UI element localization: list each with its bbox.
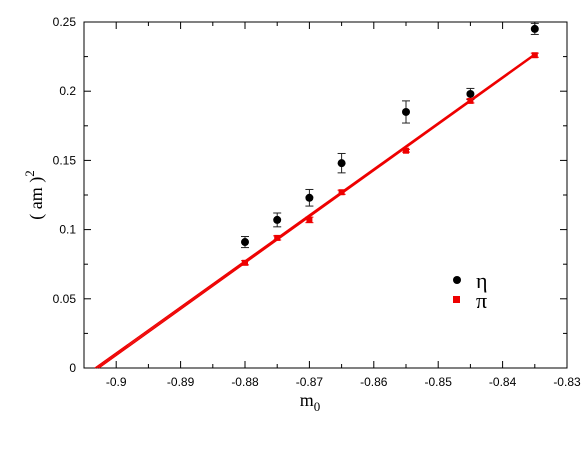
axis-ticks: -0.9 -0.89 -0.88 -0.87 -0.86 -0.85 -0.84 -0.83 0… — [53, 15, 581, 389]
pi-point — [306, 216, 313, 223]
y-tick-label: 0.25 — [53, 15, 77, 29]
eta-point — [466, 89, 475, 98]
y-axis-title-superscript: 2 — [22, 170, 37, 177]
y-tick-label: 0.1 — [59, 223, 76, 237]
x-axis-title-subscript: 0 — [314, 399, 321, 414]
y-tick-label: 0.05 — [53, 292, 77, 306]
pi-point — [242, 259, 248, 266]
x-axis-title: m0 — [300, 390, 321, 414]
legend-label-eta: η — [476, 268, 488, 293]
eta-point — [337, 159, 346, 168]
fit-line — [98, 54, 536, 369]
x-tick-label: -0.89 — [167, 375, 195, 389]
pi-point — [467, 97, 474, 104]
pi-point — [531, 52, 538, 59]
legend: η π — [453, 268, 488, 313]
x-tick-label: -0.9 — [106, 375, 127, 389]
x-tick-label: -0.84 — [489, 375, 517, 389]
plot-frame — [83, 21, 568, 369]
legend-marker-pi — [453, 296, 460, 303]
x-tick-label: -0.85 — [425, 375, 453, 389]
legend-marker-eta — [453, 276, 461, 284]
pi-point — [338, 189, 345, 196]
x-tick-label: -0.83 — [553, 375, 581, 389]
y-axis-title: ( am )2 — [22, 170, 47, 219]
pi-point — [274, 234, 281, 241]
legend-label-pi: π — [476, 288, 487, 313]
eta-point — [402, 107, 410, 116]
y-tick-label: 0.15 — [53, 153, 77, 167]
fit-lines — [94, 53, 536, 369]
data-points — [241, 22, 539, 266]
eta-point — [530, 24, 539, 33]
y-tick-label: 0 — [69, 361, 76, 375]
eta-point — [305, 193, 314, 202]
eta-point — [273, 215, 282, 224]
fit-line — [94, 53, 536, 369]
eta-point — [241, 238, 249, 247]
x-tick-label: -0.88 — [231, 375, 259, 389]
fit-line — [96, 54, 536, 369]
pi-point — [403, 147, 409, 154]
y-tick-label: 0.2 — [59, 84, 76, 98]
x-tick-label: -0.86 — [360, 375, 388, 389]
x-tick-label: -0.87 — [296, 375, 324, 389]
